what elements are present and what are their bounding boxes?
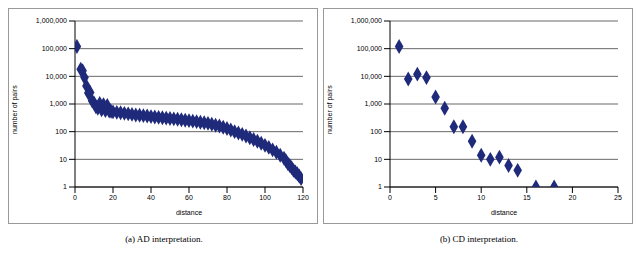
svg-text:number of pairs: number of pairs <box>326 85 334 134</box>
svg-text:100: 100 <box>259 194 271 201</box>
svg-text:10: 10 <box>59 156 67 163</box>
svg-text:25: 25 <box>614 194 622 201</box>
svg-text:0: 0 <box>388 194 392 201</box>
svg-text:distance: distance <box>176 209 202 216</box>
svg-text:10,000: 10,000 <box>361 73 383 80</box>
svg-text:1,000: 1,000 <box>49 100 67 107</box>
svg-text:120: 120 <box>297 194 309 201</box>
html-text:(b) CD interpretation.: (b) CD interpretation. <box>439 234 519 244</box>
svg-text:1,000: 1,000 <box>364 100 382 107</box>
svg-text:10: 10 <box>477 194 485 201</box>
svg-text:10,000: 10,000 <box>46 73 68 80</box>
svg-text:20: 20 <box>569 194 577 201</box>
svg-text:80: 80 <box>223 194 231 201</box>
html-text:(a) AD interpretation.: (a) AD interpretation. <box>125 234 203 244</box>
svg-text:100,000: 100,000 <box>42 45 67 52</box>
svg-text:distance: distance <box>491 209 517 216</box>
svg-text:15: 15 <box>523 194 531 201</box>
svg-text:10: 10 <box>374 156 382 163</box>
svg-text:number of pairs: number of pairs <box>11 85 19 134</box>
svg-text:1,000,000: 1,000,000 <box>36 17 67 24</box>
svg-text:100: 100 <box>370 128 382 135</box>
svg-text:0: 0 <box>73 194 77 201</box>
svg-text:100,000: 100,000 <box>357 45 382 52</box>
svg-text:100: 100 <box>55 128 67 135</box>
svg-text:20: 20 <box>109 194 117 201</box>
svg-text:1: 1 <box>378 183 382 190</box>
svg-text:1: 1 <box>63 183 67 190</box>
svg-text:40: 40 <box>147 194 155 201</box>
svg-text:60: 60 <box>185 194 193 201</box>
svg-text:5: 5 <box>434 194 438 201</box>
svg-text:1,000,000: 1,000,000 <box>351 17 382 24</box>
